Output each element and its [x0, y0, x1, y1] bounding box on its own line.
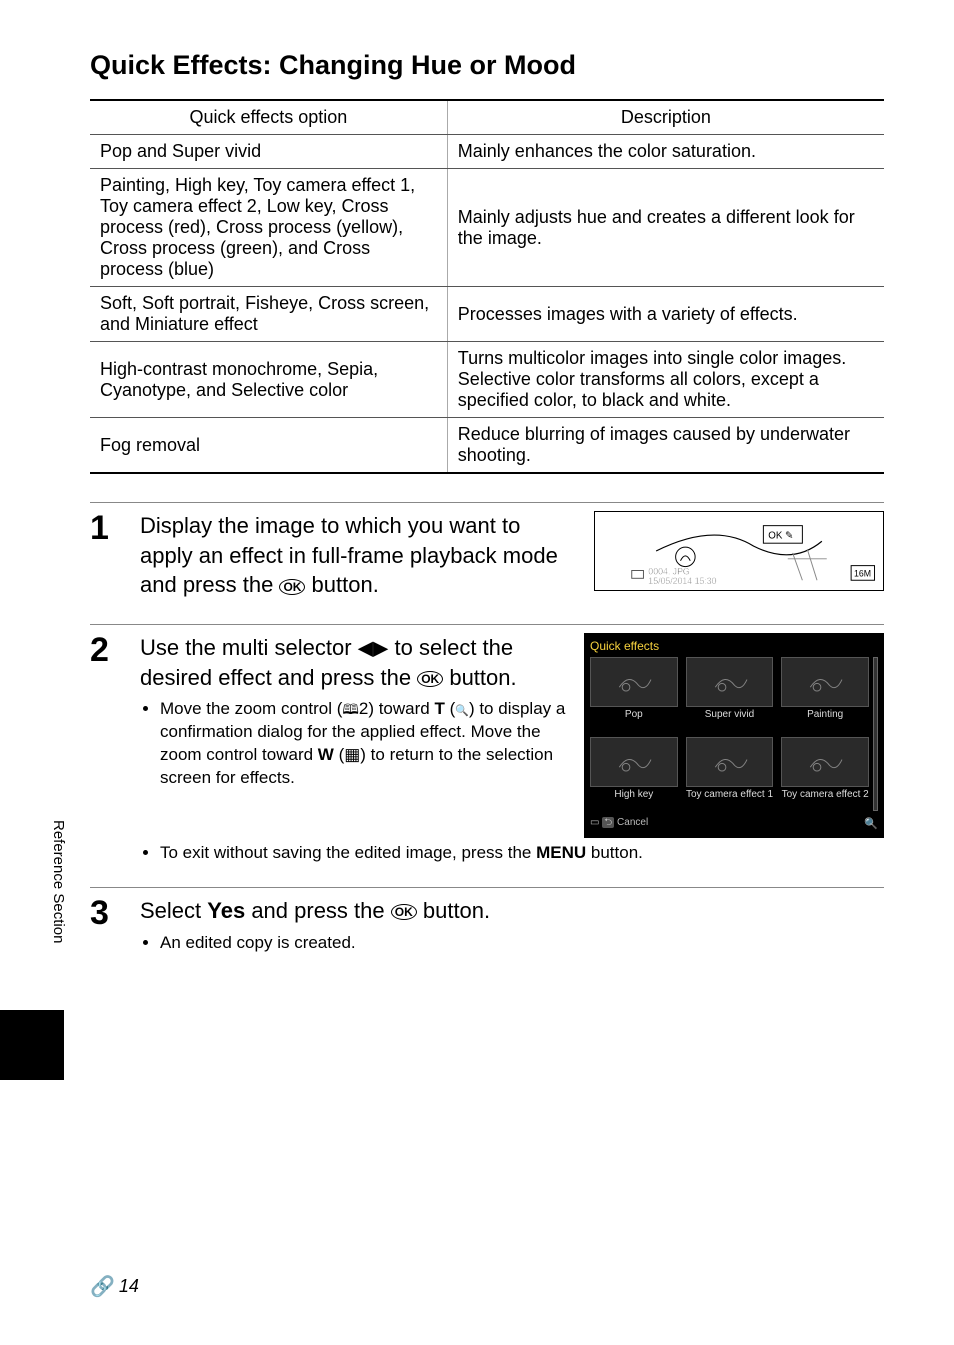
w-glyph: W [318, 745, 334, 764]
side-tab-marker [0, 1010, 64, 1080]
grid-label: Super vivid [686, 709, 774, 731]
text: button. [417, 898, 490, 923]
grid-cell: High key [590, 737, 678, 811]
table-cell: Painting, High key, Toy camera effect 1,… [90, 169, 447, 287]
t-glyph: T [434, 699, 444, 718]
svg-text:15/05/2014 15:30: 15/05/2014 15:30 [648, 576, 716, 586]
table-cell: Turns multicolor images into single colo… [447, 342, 884, 418]
text-bold: Yes [207, 898, 245, 923]
bullet-list: To exit without saving the edited image,… [160, 842, 884, 865]
grid-label: Toy camera effect 2 [781, 789, 869, 811]
effects-grid-illustration: Quick effects Pop Super vivid [584, 633, 884, 838]
ok-icon: OK [391, 904, 417, 920]
table-row: Pop and Super vivid Mainly enhances the … [90, 135, 884, 169]
grid-label: Painting [781, 709, 869, 731]
list-item: To exit without saving the edited image,… [160, 842, 884, 865]
table-cell: Fog removal [90, 418, 447, 474]
svg-text:16M: 16M [854, 568, 871, 578]
text: 2) toward [359, 699, 435, 718]
list-item: An edited copy is created. [160, 932, 884, 955]
grid-label: High key [590, 789, 678, 811]
magnify-icon: 🔍 [864, 817, 878, 830]
text: button. [443, 665, 516, 690]
text: Use the multi selector [140, 635, 358, 660]
table-cell: High-contrast monochrome, Sepia, Cyanoty… [90, 342, 447, 418]
table-cell: Mainly adjusts hue and creates a differe… [447, 169, 884, 287]
effects-table: Quick effects option Description Pop and… [90, 99, 884, 474]
table-cell: Soft, Soft portrait, Fisheye, Cross scre… [90, 287, 447, 342]
cancel-hint: ▭ ⮌ Cancel [590, 815, 648, 832]
list-item: Move the zoom control (🕮2) toward T (🔍) … [160, 698, 566, 790]
book-icon: 🕮 [342, 701, 359, 717]
text: Select [140, 898, 207, 923]
table-cell: Processes images with a variety of effec… [447, 287, 884, 342]
step-1: 1 Display the image to which you want to… [90, 511, 884, 606]
menu-label: MENU [536, 843, 586, 862]
step-text: Use the multi selector ◀▶ to select the … [140, 633, 566, 692]
bullet-list: An edited copy is created. [160, 932, 884, 955]
grid-cell: Toy camera effect 1 [686, 737, 774, 811]
ok-icon: OK [417, 671, 443, 687]
ok-icon: OK [279, 579, 305, 595]
text: ( [445, 699, 455, 718]
text: button. [586, 843, 643, 862]
step-3: 3 Select Yes and press the OK button. An… [90, 896, 884, 959]
step-text: Display the image to which you want to a… [140, 511, 576, 600]
text: and press the [245, 898, 391, 923]
grid-cell: Super vivid [686, 657, 774, 731]
playback-illustration: OK ✎ 16M 0004. JPG 15/05/2014 15:30 [594, 511, 884, 591]
scrollbar-icon [873, 657, 878, 811]
chain-icon: 🔗 [90, 1274, 115, 1299]
svg-text:OK ✎: OK ✎ [768, 530, 793, 541]
divider [90, 887, 884, 888]
table-row: Painting, High key, Toy camera effect 1,… [90, 169, 884, 287]
grid-cell: Pop [590, 657, 678, 731]
step-number: 1 [90, 511, 120, 606]
bullet-list: Move the zoom control (🕮2) toward T (🔍) … [160, 698, 566, 790]
step-number: 2 [90, 633, 120, 869]
step-text: Select Yes and press the OK button. [140, 896, 884, 926]
text: ( [334, 745, 344, 764]
thumbnails-icon: ▦ [344, 745, 360, 764]
grid-title: Quick effects [590, 639, 878, 653]
page-title: Quick Effects: Changing Hue or Mood [90, 50, 884, 81]
table-header-option: Quick effects option [90, 100, 447, 135]
left-right-arrow-icon: ◀▶ [358, 638, 389, 660]
table-header-desc: Description [447, 100, 884, 135]
table-cell: Pop and Super vivid [90, 135, 447, 169]
page-number: 14 [119, 1276, 139, 1297]
table-row: Soft, Soft portrait, Fisheye, Cross scre… [90, 287, 884, 342]
grid-cell: Toy camera effect 2 [781, 737, 869, 811]
table-cell: Reduce blurring of images caused by unde… [447, 418, 884, 474]
grid-label: Toy camera effect 1 [686, 789, 774, 811]
divider [90, 624, 884, 625]
text: Move the zoom control ( [160, 699, 342, 718]
step-number: 3 [90, 896, 120, 959]
table-row: Fog removal Reduce blurring of images ca… [90, 418, 884, 474]
side-tab-label: Reference Section [50, 820, 67, 943]
table-row: High-contrast monochrome, Sepia, Cyanoty… [90, 342, 884, 418]
magnify-icon: 🔍 [455, 705, 469, 717]
svg-text:0004. JPG: 0004. JPG [648, 566, 690, 576]
text: To exit without saving the edited image,… [160, 843, 536, 862]
text: button. [305, 572, 378, 597]
table-cell: Mainly enhances the color saturation. [447, 135, 884, 169]
step-2: 2 Use the multi selector ◀▶ to select th… [90, 633, 884, 869]
page-footer: 🔗 14 [90, 1274, 139, 1299]
divider [90, 502, 884, 503]
grid-label: Pop [590, 709, 678, 731]
grid-cell: Painting [781, 657, 869, 731]
